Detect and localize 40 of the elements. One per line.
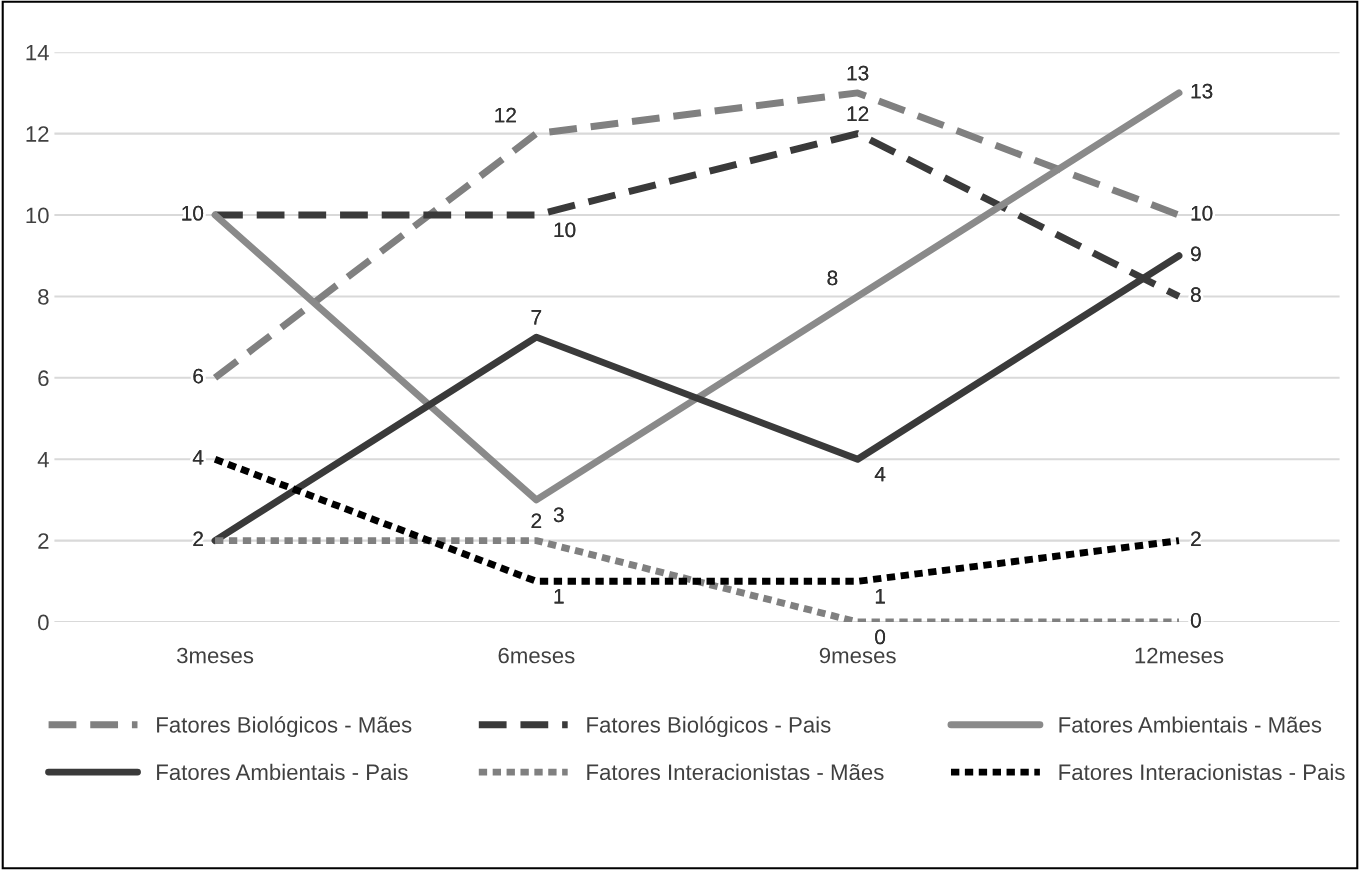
y-tick-label: 6 bbox=[38, 370, 49, 387]
y-tick-label: 12 bbox=[26, 126, 49, 142]
y-tick-label: 14 bbox=[26, 44, 49, 61]
y-tick-label: 4 bbox=[37, 452, 49, 468]
y-tick-label: 10 bbox=[26, 207, 49, 224]
data-label: 6 bbox=[193, 368, 204, 384]
data-label: 2 bbox=[531, 513, 542, 528]
data-label: 2 bbox=[1191, 531, 1201, 547]
y-tick-label: 2 bbox=[38, 533, 49, 549]
data-label: 10 bbox=[182, 205, 204, 221]
x-tick-label: 6meses bbox=[498, 647, 575, 664]
data-label: 9 bbox=[1191, 246, 1201, 262]
data-label: 12 bbox=[495, 107, 516, 123]
data-label: 10 bbox=[554, 222, 576, 238]
y-tick-label: 8 bbox=[38, 288, 49, 305]
legend-label: Fatores Ambientais - Pais bbox=[157, 763, 408, 781]
data-label: 2 bbox=[193, 531, 203, 547]
data-label: 8 bbox=[1190, 287, 1201, 303]
data-label: 8 bbox=[827, 270, 838, 286]
data-label: 1 bbox=[554, 589, 564, 604]
data-label: 10 bbox=[1191, 205, 1213, 221]
data-label: 0 bbox=[875, 629, 886, 645]
data-label: 13 bbox=[1191, 83, 1213, 99]
x-tick-label: 9meses bbox=[819, 647, 896, 664]
legend-label: Fatores Interacionistas - Pais bbox=[1059, 763, 1345, 781]
data-label: 13 bbox=[847, 65, 869, 81]
legend-label: Fatores Biológicos - Pais bbox=[587, 716, 831, 738]
legend-label: Fatores Ambientais - Mães bbox=[1059, 716, 1322, 733]
legend-label: Fatores Biológicos - Mães bbox=[157, 716, 412, 738]
data-label: 7 bbox=[531, 310, 542, 325]
data-label: 4 bbox=[874, 466, 886, 482]
data-label: 3 bbox=[553, 507, 564, 523]
data-label: 4 bbox=[192, 450, 204, 465]
data-label: 0 bbox=[1190, 612, 1201, 628]
x-tick-label: 12meses bbox=[1135, 647, 1224, 664]
y-tick-label: 0 bbox=[38, 614, 49, 631]
x-tick-label: 3meses bbox=[176, 647, 254, 664]
data-label: 12 bbox=[847, 106, 869, 121]
legend-label: Fatores Interacionistas - Mães bbox=[587, 763, 884, 781]
data-label: 1 bbox=[875, 589, 885, 604]
